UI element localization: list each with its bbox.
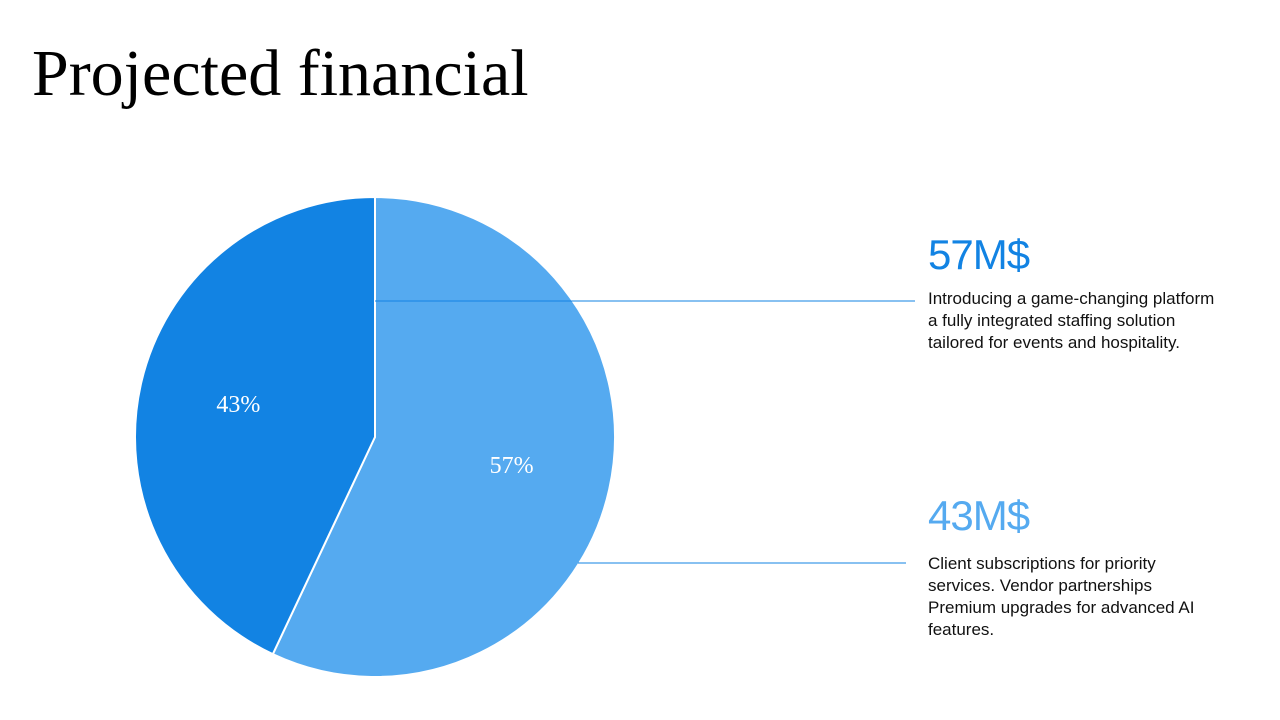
callout-line: services. Vendor partnerships xyxy=(928,576,1152,596)
leader-lines xyxy=(375,300,915,564)
slice-label: 57% xyxy=(490,453,534,479)
pie-slice-43 xyxy=(134,196,376,656)
slice-labels: 57% 43% xyxy=(216,392,533,479)
pie-slice-57 xyxy=(271,196,616,678)
callout-description: Client subscriptions for priority servic… xyxy=(928,553,1258,641)
pie-slices xyxy=(134,196,616,678)
callout-57: 57M$ Introducing a game-changing platfor… xyxy=(928,231,1258,354)
callout-line: features. xyxy=(928,620,995,640)
callout-description: Introducing a game-changing platform a f… xyxy=(928,288,1258,354)
callout-line: Introducing a game-changing platform xyxy=(928,289,1215,309)
callout-43: 43M$ Client subscriptions for priority s… xyxy=(928,492,1258,641)
callout-line: a fully integrated staffing solution xyxy=(928,311,1176,331)
callout-line: Client subscriptions for priority xyxy=(928,554,1156,574)
slice-label: 43% xyxy=(216,392,260,418)
callout-value: 57M$ xyxy=(928,231,1030,278)
callout-value: 43M$ xyxy=(928,492,1030,539)
callout-line: Premium upgrades for advanced AI xyxy=(928,598,1195,618)
callout-line: tailored for events and hospitality. xyxy=(928,333,1180,353)
page-title: Projected financial xyxy=(32,37,529,110)
